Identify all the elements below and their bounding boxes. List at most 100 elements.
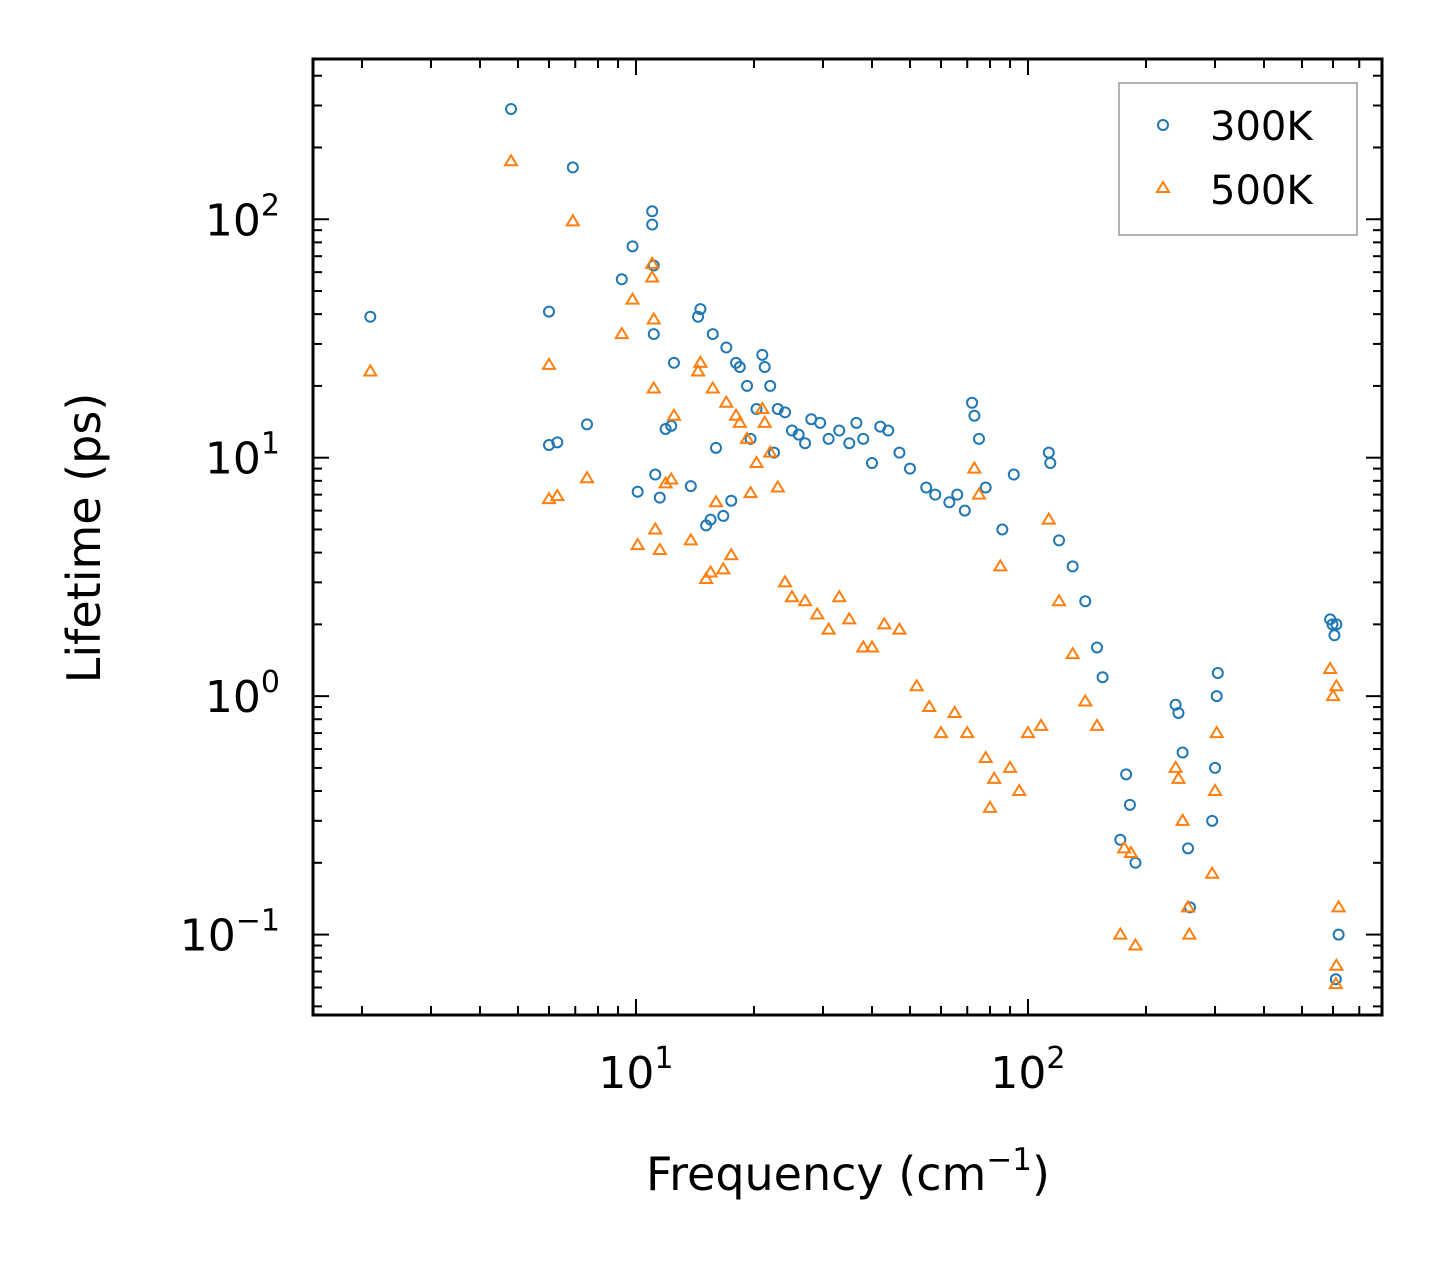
data-point-300k [665, 419, 678, 432]
data-point-500k [1208, 725, 1225, 739]
data-point-500k [565, 213, 581, 227]
data-point-300k [653, 491, 666, 504]
data-point-300k [741, 379, 754, 392]
data-point-300k [709, 441, 722, 454]
data-points [362, 103, 1347, 990]
data-point-500k [652, 542, 668, 556]
data-point-500k [971, 486, 987, 500]
data-point-500k [908, 678, 925, 692]
data-point-500k [690, 363, 706, 377]
data-point-300k [720, 341, 733, 354]
data-point-300k [756, 348, 769, 361]
data-point-500k [718, 394, 735, 408]
x-axis-title: Frequency (cm−1) [646, 1142, 1050, 1201]
data-point-500k [1180, 899, 1196, 913]
data-point-500k [644, 269, 660, 283]
data-point-500k [723, 547, 740, 561]
data-point-500k [1020, 725, 1036, 739]
data-point-300k [1044, 457, 1057, 470]
data-point-500k [1167, 759, 1184, 773]
data-point-500k [742, 485, 759, 499]
data-point-300k [1328, 629, 1341, 642]
data-point-300k [1114, 833, 1127, 846]
data-point-300k [1091, 641, 1104, 654]
data-point-300k [814, 416, 827, 429]
data-point-300k [792, 428, 805, 441]
data-point-300k [1206, 814, 1219, 827]
data-point-300k [581, 418, 594, 431]
data-point-300k [857, 432, 870, 445]
data-point-500k [1077, 693, 1094, 707]
data-point-300k [566, 161, 579, 174]
data-point-500k [645, 380, 662, 394]
data-point-500k [992, 558, 1009, 572]
data-point-300k [951, 488, 964, 501]
data-point-500k [754, 401, 771, 415]
data-point-300k [615, 273, 628, 286]
data-point-500k [777, 574, 793, 588]
data-point-500k [864, 639, 880, 653]
y-tick-label: 10−1 [180, 904, 280, 962]
data-point-500k [876, 616, 893, 630]
data-point-300k [779, 406, 792, 419]
data-point-300k [364, 310, 377, 323]
data-point-300k [694, 303, 707, 316]
data-point-300k [758, 361, 771, 374]
data-point-500k [715, 561, 732, 575]
y-tick-label: 102 [205, 188, 280, 246]
data-point-500k [1116, 840, 1132, 854]
data-point-300k [1211, 667, 1224, 680]
data-point-500k [1174, 812, 1191, 826]
data-point-300k [646, 205, 659, 218]
data-point-500k [933, 725, 949, 739]
data-point-500k [1328, 957, 1345, 971]
data-point-500k [1322, 661, 1338, 674]
data-point-500k [683, 532, 699, 546]
data-point-300k [771, 403, 784, 416]
data-point-500k [541, 356, 557, 370]
data-point-300k [692, 310, 705, 323]
data-point-300k [725, 494, 738, 507]
data-point-500k [728, 407, 744, 421]
data-point-300k [1053, 534, 1066, 547]
data-point-500k [362, 363, 379, 377]
data-point-500k [579, 470, 595, 484]
data-point-500k [986, 770, 1002, 784]
data-point-300k [1210, 690, 1223, 703]
data-point-500k [820, 621, 837, 635]
data-point-300k [1007, 468, 1020, 481]
data-point-300k [1209, 761, 1222, 774]
data-point-300k [1326, 618, 1339, 631]
data-point-500k [797, 593, 813, 607]
data-point-300k [551, 436, 564, 449]
data-point-500k [503, 153, 519, 167]
data-point-500k [1033, 717, 1049, 731]
data-point-500k [977, 750, 994, 764]
data-point-300k [882, 424, 895, 437]
legend-label-300k: 300K [1210, 104, 1314, 150]
data-point-500k [1181, 926, 1198, 940]
data-point-500k [549, 488, 566, 502]
data-point-300k [706, 328, 719, 341]
data-point-300k [1120, 768, 1133, 781]
data-point-500k [1325, 688, 1341, 702]
data-point-500k [1011, 783, 1028, 797]
data-point-300k [1182, 842, 1195, 855]
data-point-500k [959, 725, 976, 739]
data-point-300k [893, 446, 906, 459]
data-point-500k [644, 255, 660, 269]
data-point-500k [732, 414, 748, 428]
data-point-300k [996, 523, 1009, 536]
data-point-300k [717, 509, 730, 522]
legend: 300K 500K [1118, 82, 1358, 236]
legend-marker-500k [1155, 180, 1171, 193]
x-tick-label: 102 [990, 1041, 1065, 1099]
data-point-500k [1051, 593, 1067, 607]
data-point-300k [865, 457, 878, 470]
y-tick-label: 101 [205, 427, 280, 485]
data-point-500k [946, 705, 963, 718]
data-point-500k [657, 475, 674, 489]
data-point-500k [1064, 646, 1081, 660]
data-point-300k [764, 379, 777, 392]
